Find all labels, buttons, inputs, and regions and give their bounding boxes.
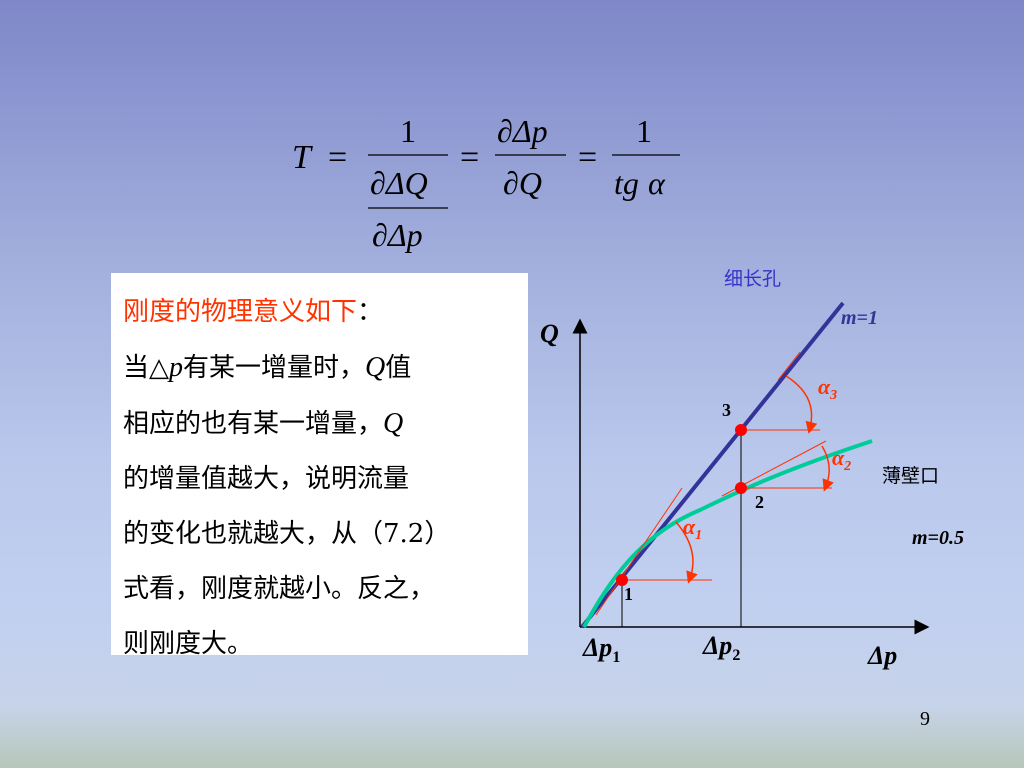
symbol-Q: Q bbox=[365, 352, 386, 383]
formula-frac3-den-tg: tg bbox=[614, 165, 639, 201]
flow-pressure-diagram: 1 2 3 α1 α2 α3 Q Δp Δp1 Δp2 m=1 m=0.5 细长… bbox=[540, 268, 964, 670]
explanation-line-7: 则刚度大。 bbox=[123, 629, 254, 659]
text-segment: 有某一增量时， bbox=[183, 353, 366, 383]
axis-label-dp: Δp bbox=[867, 641, 897, 670]
point-3-marker bbox=[735, 424, 747, 436]
point-1-marker bbox=[616, 574, 628, 586]
angle-arc-1 bbox=[675, 521, 698, 584]
angle-arc-3 bbox=[785, 375, 818, 434]
explanation-heading-colon: ： bbox=[357, 297, 384, 327]
explanation-line-2: 当△p有某一增量时，Q值 bbox=[123, 340, 516, 396]
tangent-3 bbox=[777, 351, 801, 381]
formula-eq-1: = bbox=[328, 139, 347, 176]
stiffness-formula: T = 1 ∂ΔQ ∂Δp = ∂Δp ∂Q = 1 tg α bbox=[292, 113, 680, 253]
explanation-line-4: 的增量值越大，说明流量 bbox=[123, 464, 410, 494]
curve-m05 bbox=[582, 439, 873, 628]
label-alpha2: α2 bbox=[832, 445, 851, 474]
label-m05: m=0.5 bbox=[912, 527, 964, 549]
tick-label-dp2: Δp2 bbox=[702, 631, 740, 664]
formula-frac3-den-alpha: α bbox=[648, 165, 666, 201]
symbol-Q: Q bbox=[383, 408, 404, 439]
explanation-line-3: 相应的也有某一增量，Q bbox=[123, 396, 516, 452]
formula-frac3-num: 1 bbox=[636, 113, 652, 149]
label-alpha3: α3 bbox=[818, 374, 837, 403]
label-point-1: 1 bbox=[624, 584, 633, 604]
formula-frac2-num: ∂Δp bbox=[497, 113, 548, 149]
symbol-p: p bbox=[169, 352, 183, 383]
formula-T: T bbox=[292, 139, 313, 176]
formula-frac1-den-den: ∂Δp bbox=[372, 217, 423, 253]
label-alpha1: α1 bbox=[683, 514, 702, 543]
line-m1 bbox=[580, 301, 845, 629]
explanation-line-1: 刚度的物理意义如下： bbox=[123, 285, 516, 340]
formula-frac1-num: 1 bbox=[400, 113, 416, 149]
tangent-1 bbox=[595, 487, 683, 616]
text-segment: 相应的也有某一增量， bbox=[123, 409, 384, 439]
formula-eq-3: = bbox=[578, 139, 597, 176]
page-number: 9 bbox=[920, 708, 930, 730]
formula-frac2-den: ∂Q bbox=[503, 165, 542, 201]
formula-frac1-den-num: ∂ΔQ bbox=[370, 165, 428, 201]
label-thin-wall-orifice: 薄壁口 bbox=[882, 465, 939, 487]
text-segment: 值 bbox=[385, 353, 412, 383]
formula-eq-2: = bbox=[460, 139, 479, 176]
text-segment: 当△ bbox=[123, 353, 169, 383]
explanation-line-5: 的变化也就越大，从（7.2） bbox=[123, 519, 451, 549]
explanation-box: 刚度的物理意义如下： 当△p有某一增量时，Q值 相应的也有某一增量，Q 的增量值… bbox=[111, 273, 528, 659]
label-m1: m=1 bbox=[841, 307, 878, 329]
label-slender-hole: 细长孔 bbox=[724, 268, 781, 290]
explanation-line-6: 式看，刚度就越小。反之， bbox=[123, 574, 436, 604]
tick-label-dp1: Δp1 bbox=[582, 633, 620, 666]
label-point-3: 3 bbox=[722, 400, 731, 420]
explanation-heading: 刚度的物理意义如下 bbox=[123, 297, 358, 327]
point-2-marker bbox=[735, 482, 747, 494]
angle-arc-2 bbox=[821, 445, 834, 492]
label-point-2: 2 bbox=[755, 492, 764, 512]
axis-label-Q: Q bbox=[540, 319, 559, 348]
